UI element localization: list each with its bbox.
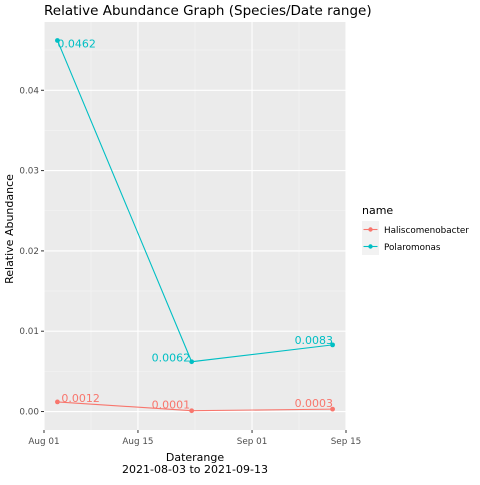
legend: name Haliscomenobacter Polaromonas [362, 204, 469, 255]
series-layer [55, 38, 335, 414]
data-point [330, 406, 335, 412]
data-label: 0.0462 [57, 37, 96, 50]
legend-key-point [368, 227, 373, 232]
y-tick-label: 0.02 [19, 247, 39, 257]
x-tick-label: Sep 01 [237, 437, 268, 447]
data-label: 0.0062 [152, 352, 191, 365]
chart-title: Relative Abundance Graph (Species/Date r… [44, 3, 372, 19]
x-axis-subtitle: 2021-08-03 to 2021-09-13 [122, 463, 268, 476]
x-tick-label: Aug 01 [28, 437, 59, 447]
grid [43, 22, 347, 430]
y-axis-title: Relative Abundance [3, 174, 16, 284]
y-tick-label: 0.04 [19, 86, 39, 96]
legend-key-point [368, 244, 373, 249]
data-point [189, 408, 195, 414]
data-label: 0.0003 [295, 397, 334, 410]
x-tick-label: Aug 15 [122, 437, 153, 447]
data-label: 0.0083 [295, 334, 334, 347]
data-point [189, 359, 195, 365]
y-tick-label: 0.03 [19, 167, 39, 177]
data-point [55, 38, 60, 43]
y-tick-label: 0.00 [19, 408, 39, 418]
data-label: 0.0001 [152, 399, 191, 412]
legend-label: Haliscomenobacter [384, 226, 469, 236]
x-tick-label: Sep 15 [331, 437, 362, 447]
axes: 0.00 0.01 0.02 0.03 0.04 Aug 01 Aug 15 Sep 01 Se… [19, 86, 361, 447]
x-axis-title: Daterange [166, 451, 225, 464]
y-tick-label: 0.01 [19, 327, 39, 337]
data-labels: 0.0012 0.0001 0.0003 0.0462 0.0062 0.0083 [57, 37, 333, 411]
data-point [55, 399, 60, 405]
legend-label: Polaromonas [384, 243, 441, 253]
data-point [330, 342, 335, 348]
data-label: 0.0012 [61, 392, 100, 405]
legend-title: name [362, 204, 393, 217]
